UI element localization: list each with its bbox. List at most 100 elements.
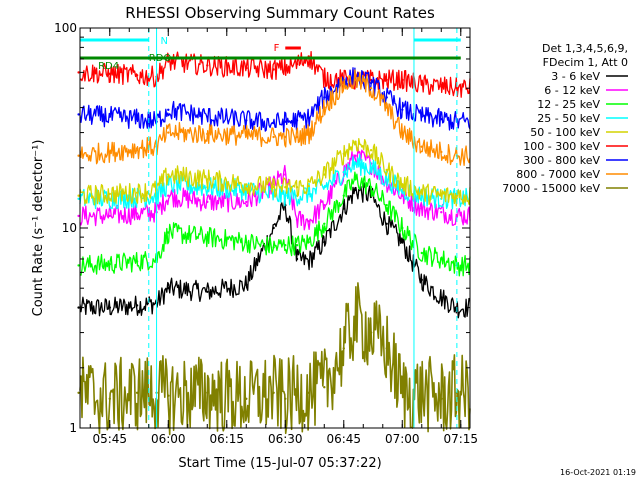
data-point: [245, 183, 248, 186]
x-tick-label: 06:30: [268, 432, 303, 446]
data-point: [77, 214, 80, 218]
series-line: [79, 50, 471, 98]
data-point: [385, 222, 388, 225]
data-point: [206, 178, 209, 181]
data-point: [272, 68, 275, 71]
series-line: [79, 67, 471, 133]
data-point: [77, 306, 80, 309]
legend-header-line: Det 1,3,4,5,6,9,: [542, 42, 628, 55]
data-point: [440, 257, 443, 261]
x-tick-label: 07:00: [385, 432, 420, 446]
data-point: [420, 145, 423, 148]
data-point: [420, 278, 423, 282]
data-point: [167, 108, 170, 112]
data-point: [401, 183, 404, 186]
data-point: [245, 240, 248, 244]
data-point: [77, 71, 80, 74]
data-point: [206, 236, 209, 239]
data-point: [167, 173, 170, 176]
series-line: [79, 138, 471, 207]
data-point: [420, 115, 423, 118]
legend: Det 1,3,4,5,6,9,FDecim 1, Att 03 - 6 keV…: [502, 42, 628, 195]
data-point: [135, 191, 139, 194]
data-point: [284, 135, 287, 139]
data-point: [401, 131, 404, 134]
data-point: [323, 204, 326, 207]
data-point: [307, 260, 310, 263]
data-point: [167, 131, 170, 134]
data-point: [167, 60, 170, 63]
x-tick-label: 06:00: [151, 432, 186, 446]
data-point: [167, 231, 170, 234]
data-point: [245, 119, 248, 122]
night-label: N: [160, 36, 167, 47]
data-point: [167, 287, 170, 290]
data-point: [307, 220, 310, 223]
data-point: [272, 194, 275, 197]
data-point: [284, 120, 287, 123]
data-point: [135, 304, 139, 307]
data-point: [354, 154, 357, 157]
data-point: [272, 121, 275, 125]
data-point: [307, 116, 310, 120]
data-point: [440, 85, 443, 88]
data-point: [323, 222, 326, 225]
data-point: [295, 391, 299, 394]
data-point: [135, 260, 139, 263]
data-point: [420, 251, 423, 255]
data-point: [323, 96, 326, 99]
data-point: [108, 150, 112, 154]
data-point: [401, 78, 404, 82]
data-point: [245, 283, 248, 286]
data-point: [420, 83, 423, 87]
data-point: [385, 168, 388, 172]
legend-header-line: FDecim 1, Att 0: [543, 56, 628, 69]
y-tick-label: 10: [62, 221, 77, 235]
data-point: [245, 397, 248, 400]
data-point: [323, 173, 326, 176]
data-point: [354, 178, 357, 181]
data-point: [167, 183, 170, 186]
data-point: [455, 87, 459, 90]
data-point: [284, 397, 287, 400]
data-point: [342, 194, 345, 197]
data-point: [77, 391, 80, 394]
data-point: [206, 132, 209, 136]
data-point: [440, 118, 443, 121]
data-point: [354, 162, 357, 165]
data-point: [108, 262, 112, 266]
data-point: [272, 186, 275, 189]
data-point: [354, 140, 357, 143]
data-point: [295, 257, 299, 261]
legend-entry-label: 12 - 25 keV: [537, 98, 600, 111]
data-point: [401, 226, 404, 230]
legend-entry-label: 25 - 50 keV: [537, 112, 600, 125]
series-line: [79, 182, 471, 319]
data-point: [77, 197, 80, 200]
data-point: [323, 106, 326, 109]
data-point: [369, 149, 373, 152]
legend-entry-label: 6 - 12 keV: [544, 84, 600, 97]
legend-entry-label: 7000 - 15000 keV: [502, 182, 600, 195]
data-point: [369, 81, 373, 85]
data-point: [206, 64, 209, 67]
data-point: [385, 78, 388, 82]
axes-group: 05:45 06:00 06:15 06:30 06:45 07:00 07:15 1 10 10…: [54, 21, 478, 446]
data-point: [420, 391, 423, 394]
data-point: [108, 214, 112, 218]
data-point: [401, 240, 404, 244]
data-point: [295, 218, 299, 221]
data-point: [245, 200, 248, 204]
decimation-label: RDO: [149, 53, 172, 64]
data-point: [284, 244, 287, 247]
data-point: [401, 194, 404, 197]
data-point: [385, 178, 388, 181]
x-tick-label: 05:45: [92, 432, 127, 446]
data-point: [206, 200, 209, 204]
data-point: [440, 296, 443, 299]
data-point: [342, 207, 345, 210]
data-point: [272, 226, 275, 230]
series-line: [79, 282, 471, 436]
legend-entry-label: 3 - 6 keV: [551, 70, 600, 83]
